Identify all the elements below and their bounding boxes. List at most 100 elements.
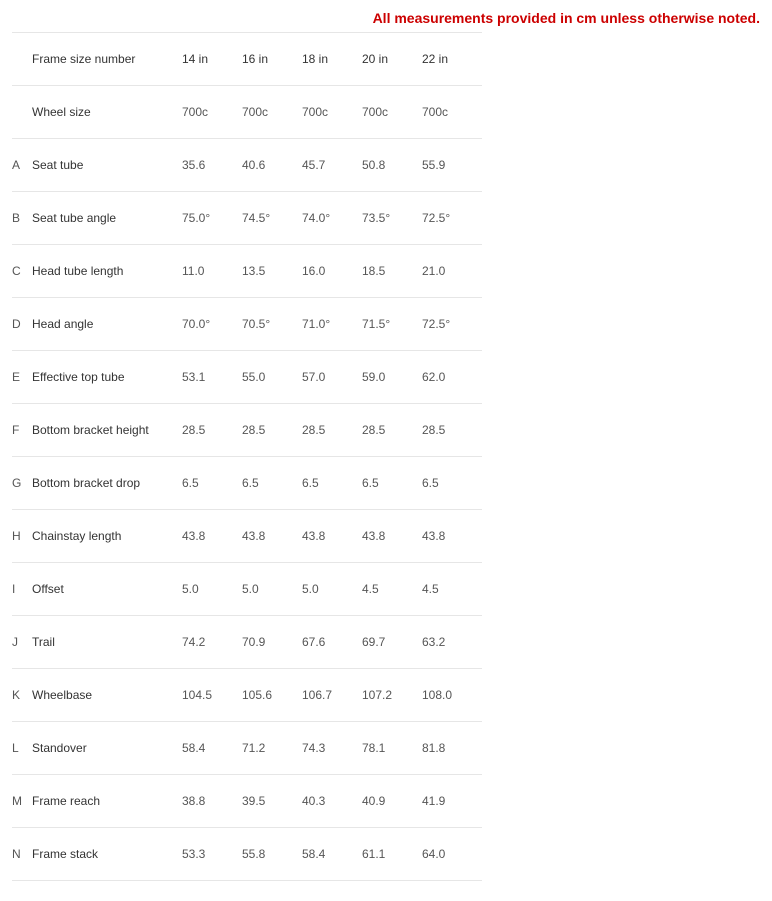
cell-value: 70.9 bbox=[242, 616, 302, 669]
cell-value: 6.5 bbox=[302, 457, 362, 510]
table-row: MFrame reach38.839.540.340.941.9 bbox=[12, 775, 482, 828]
cell-value: 43.8 bbox=[242, 510, 302, 563]
table-row: Frame size number14 in16 in18 in20 in22 … bbox=[12, 33, 482, 86]
table-row: Wheel size700c700c700c700c700c bbox=[12, 86, 482, 139]
cell-value: 4.5 bbox=[362, 563, 422, 616]
cell-value: 55.0 bbox=[242, 351, 302, 404]
table-row: IOffset5.05.05.04.54.5 bbox=[12, 563, 482, 616]
cell-value: 106.7 bbox=[302, 669, 362, 722]
cell-value: 78.1 bbox=[362, 722, 422, 775]
table-row: LStandover58.471.274.378.181.8 bbox=[12, 722, 482, 775]
cell-value: 43.8 bbox=[422, 510, 482, 563]
cell-value: 43.8 bbox=[362, 510, 422, 563]
cell-value: 70.5° bbox=[242, 298, 302, 351]
row-letter: H bbox=[12, 510, 32, 563]
cell-value: 62.0 bbox=[422, 351, 482, 404]
cell-value: 74.5° bbox=[242, 192, 302, 245]
cell-value: 58.4 bbox=[302, 828, 362, 881]
row-letter: C bbox=[12, 245, 32, 298]
cell-value: 39.5 bbox=[242, 775, 302, 828]
cell-value: 53.1 bbox=[182, 351, 242, 404]
cell-value: 28.5 bbox=[242, 404, 302, 457]
row-label: Wheelbase bbox=[32, 669, 182, 722]
cell-value: 58.4 bbox=[182, 722, 242, 775]
row-label: Head tube length bbox=[32, 245, 182, 298]
cell-value: 71.5° bbox=[362, 298, 422, 351]
row-label: Frame size number bbox=[32, 33, 182, 86]
cell-value: 6.5 bbox=[422, 457, 482, 510]
row-label: Wheel size bbox=[32, 86, 182, 139]
cell-value: 73.5° bbox=[362, 192, 422, 245]
cell-value: 14 in bbox=[182, 33, 242, 86]
row-letter bbox=[12, 33, 32, 86]
cell-value: 4.5 bbox=[422, 563, 482, 616]
row-letter: D bbox=[12, 298, 32, 351]
row-letter: A bbox=[12, 139, 32, 192]
cell-value: 74.2 bbox=[182, 616, 242, 669]
row-label: Offset bbox=[32, 563, 182, 616]
table-row: KWheelbase104.5105.6106.7107.2108.0 bbox=[12, 669, 482, 722]
cell-value: 55.8 bbox=[242, 828, 302, 881]
cell-value: 107.2 bbox=[362, 669, 422, 722]
table-row: EEffective top tube53.155.057.059.062.0 bbox=[12, 351, 482, 404]
row-letter: J bbox=[12, 616, 32, 669]
table-row: HChainstay length43.843.843.843.843.8 bbox=[12, 510, 482, 563]
cell-value: 18.5 bbox=[362, 245, 422, 298]
cell-value: 64.0 bbox=[422, 828, 482, 881]
table-row: CHead tube length11.013.516.018.521.0 bbox=[12, 245, 482, 298]
cell-value: 5.0 bbox=[182, 563, 242, 616]
cell-value: 43.8 bbox=[302, 510, 362, 563]
cell-value: 5.0 bbox=[302, 563, 362, 616]
row-letter: N bbox=[12, 828, 32, 881]
cell-value: 700c bbox=[182, 86, 242, 139]
row-letter: I bbox=[12, 563, 32, 616]
cell-value: 28.5 bbox=[362, 404, 422, 457]
row-letter: L bbox=[12, 722, 32, 775]
row-label: Trail bbox=[32, 616, 182, 669]
cell-value: 105.6 bbox=[242, 669, 302, 722]
row-label: Seat tube angle bbox=[32, 192, 182, 245]
cell-value: 45.7 bbox=[302, 139, 362, 192]
cell-value: 35.6 bbox=[182, 139, 242, 192]
cell-value: 75.0° bbox=[182, 192, 242, 245]
row-label: Standover bbox=[32, 722, 182, 775]
table-row: BSeat tube angle75.0°74.5°74.0°73.5°72.5… bbox=[12, 192, 482, 245]
cell-value: 28.5 bbox=[422, 404, 482, 457]
row-letter: G bbox=[12, 457, 32, 510]
cell-value: 20 in bbox=[362, 33, 422, 86]
cell-value: 6.5 bbox=[362, 457, 422, 510]
cell-value: 43.8 bbox=[182, 510, 242, 563]
row-letter: F bbox=[12, 404, 32, 457]
cell-value: 74.0° bbox=[302, 192, 362, 245]
cell-value: 61.1 bbox=[362, 828, 422, 881]
row-label: Head angle bbox=[32, 298, 182, 351]
cell-value: 6.5 bbox=[182, 457, 242, 510]
cell-value: 28.5 bbox=[182, 404, 242, 457]
cell-value: 71.2 bbox=[242, 722, 302, 775]
row-letter: K bbox=[12, 669, 32, 722]
row-label: Chainstay length bbox=[32, 510, 182, 563]
row-letter: E bbox=[12, 351, 32, 404]
cell-value: 55.9 bbox=[422, 139, 482, 192]
row-letter bbox=[12, 86, 32, 139]
measurement-note: All measurements provided in cm unless o… bbox=[0, 10, 772, 26]
row-label: Seat tube bbox=[32, 139, 182, 192]
cell-value: 69.7 bbox=[362, 616, 422, 669]
cell-value: 21.0 bbox=[422, 245, 482, 298]
row-letter: M bbox=[12, 775, 32, 828]
row-label: Bottom bracket drop bbox=[32, 457, 182, 510]
table-row: NFrame stack53.355.858.461.164.0 bbox=[12, 828, 482, 881]
row-label: Effective top tube bbox=[32, 351, 182, 404]
cell-value: 700c bbox=[242, 86, 302, 139]
cell-value: 59.0 bbox=[362, 351, 422, 404]
geometry-table: Frame size number14 in16 in18 in20 in22 … bbox=[12, 32, 482, 881]
cell-value: 5.0 bbox=[242, 563, 302, 616]
table-row: FBottom bracket height28.528.528.528.528… bbox=[12, 404, 482, 457]
cell-value: 72.5° bbox=[422, 298, 482, 351]
cell-value: 57.0 bbox=[302, 351, 362, 404]
cell-value: 11.0 bbox=[182, 245, 242, 298]
cell-value: 700c bbox=[362, 86, 422, 139]
row-letter: B bbox=[12, 192, 32, 245]
cell-value: 28.5 bbox=[302, 404, 362, 457]
cell-value: 72.5° bbox=[422, 192, 482, 245]
